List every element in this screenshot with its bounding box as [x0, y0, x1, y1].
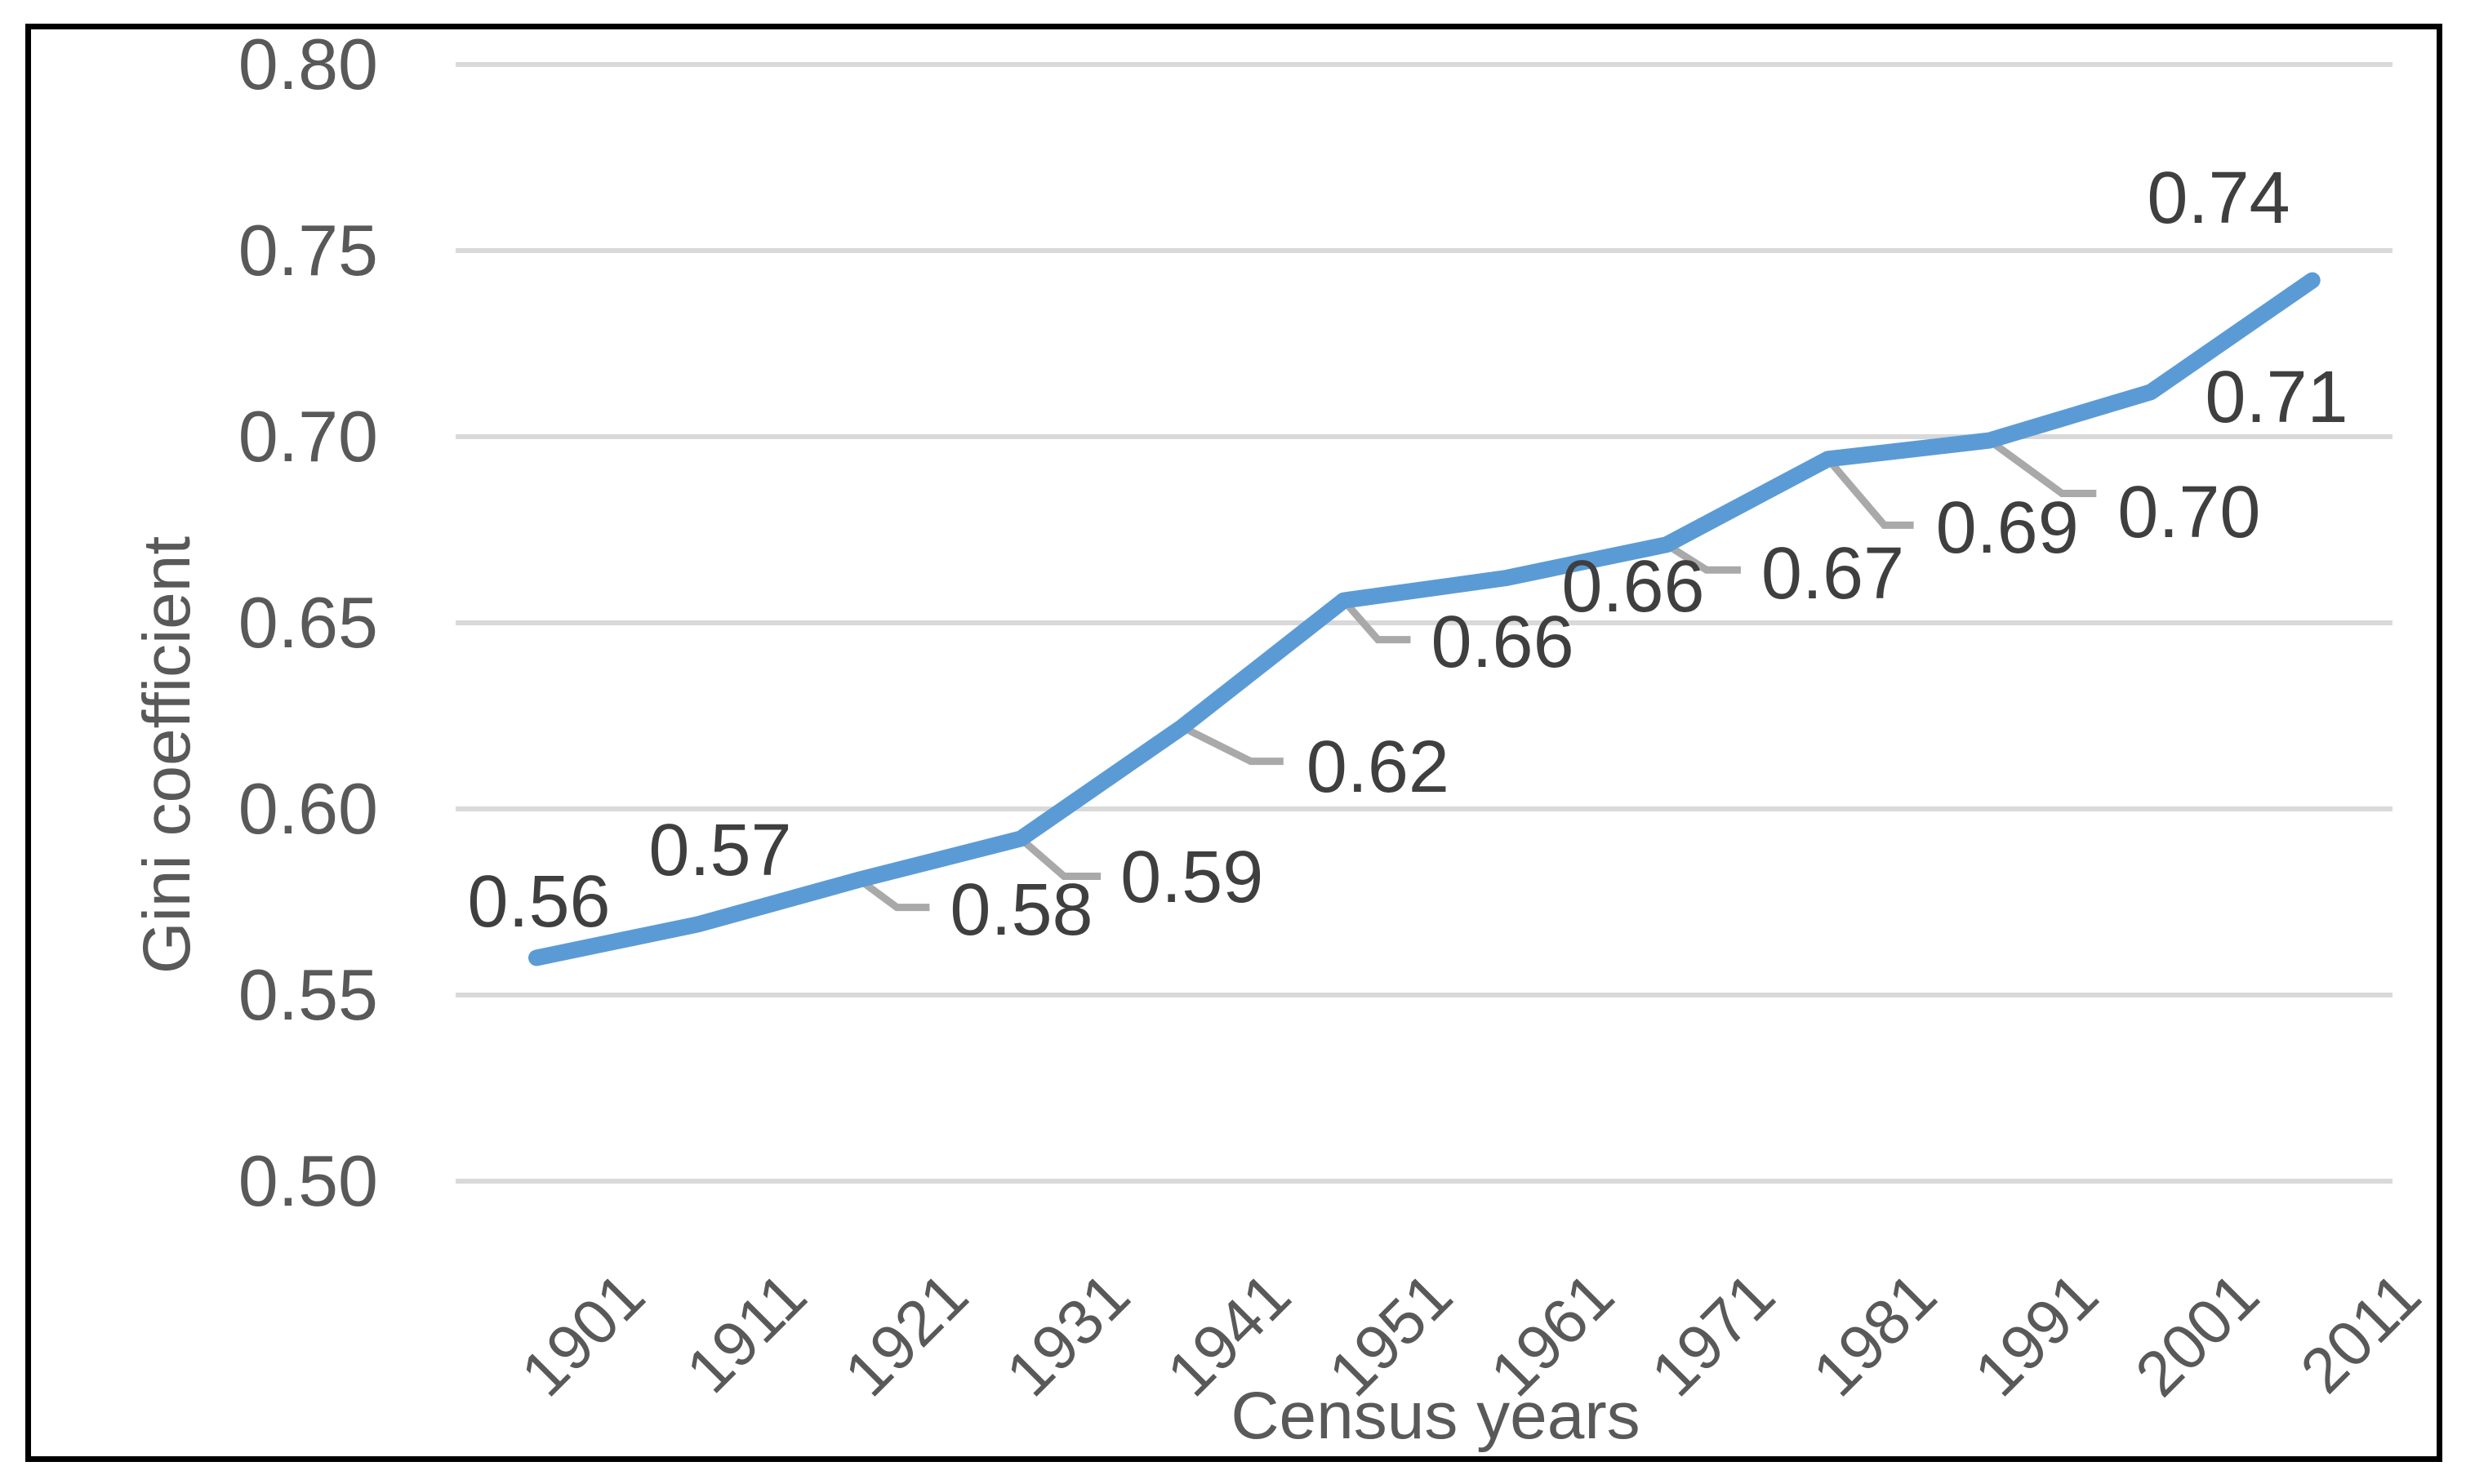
data-label-1911: 0.57: [648, 810, 792, 891]
data-label-2011: 0.74: [2147, 158, 2290, 239]
data-label-1941: 0.62: [1306, 726, 1449, 808]
data-label-1961: 0.66: [1561, 546, 1705, 628]
chart-border: [25, 24, 2442, 1462]
data-label-1951: 0.66: [1431, 601, 1574, 683]
leader-line-1971: [1664, 541, 1741, 574]
leader-line-1941: [1180, 723, 1284, 766]
y-tick-0.50: 0.50: [238, 1140, 378, 1221]
data-label-1901: 0.56: [467, 861, 611, 943]
data-label-1981: 0.69: [1935, 487, 2079, 570]
leader-line-1991: [1987, 437, 2097, 498]
x-axis-title: Census years: [1231, 1379, 1640, 1453]
y-tick-0.80: 0.80: [238, 24, 378, 104]
data-label-1931: 0.59: [1120, 837, 1264, 919]
leader-line-1921: [857, 877, 930, 912]
horizontal-gridlines: [456, 62, 2393, 1184]
gini-series-line: [528, 272, 2321, 966]
data-label-1971: 0.67: [1760, 533, 1905, 615]
y-tick-0.75: 0.75: [238, 210, 378, 291]
y-tick-0.60: 0.60: [238, 768, 378, 849]
y-axis-title: Gini coefficient: [130, 535, 204, 975]
y-tick-0.65: 0.65: [238, 582, 378, 663]
y-tick-0.70: 0.70: [238, 396, 378, 477]
data-label-2001: 0.71: [2205, 357, 2348, 438]
leader-line-1981: [1825, 456, 1914, 529]
data-label-1991: 0.70: [2117, 471, 2261, 553]
y-tick-0.55: 0.55: [238, 954, 378, 1035]
leader-line-1951: [1341, 598, 1411, 644]
data-label-leader-lines: [857, 437, 2097, 912]
data-label-1921: 0.58: [950, 869, 1093, 951]
leader-line-1931: [1018, 836, 1102, 880]
